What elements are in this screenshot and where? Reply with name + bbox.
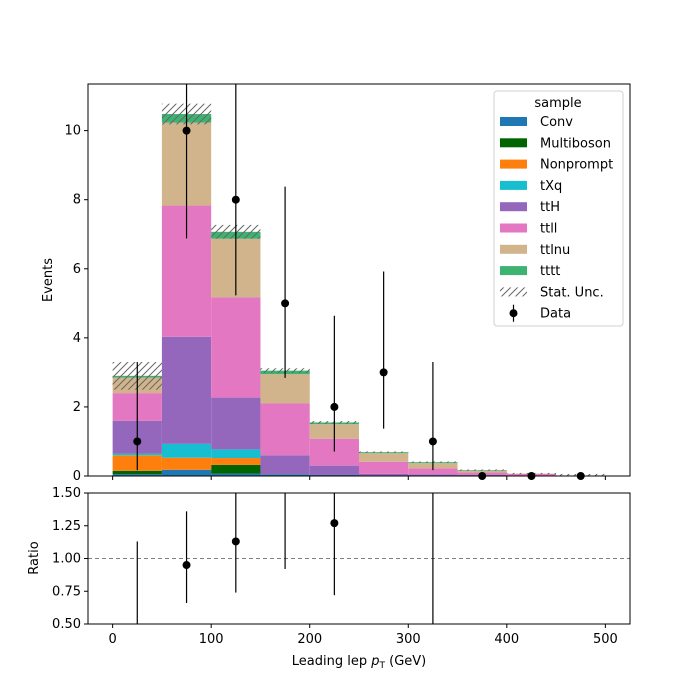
ratio-xtick-label: 0 (108, 632, 116, 647)
bar-ttll-3 (260, 403, 310, 456)
main-ytick-label: 2 (73, 400, 81, 415)
ratio-y-axis-label: Ratio (27, 541, 42, 574)
data-point-5 (379, 368, 388, 377)
legend-label: Multiboson (540, 136, 611, 151)
data-point-0 (133, 437, 142, 446)
ratio-ytick-label: 1.00 (52, 552, 81, 567)
bar-tth-6 (408, 474, 458, 476)
bar-ttll-2 (211, 297, 261, 398)
legend-label: ttlnu (540, 243, 570, 258)
legend-swatch-multiboson (500, 138, 527, 148)
ratio-points (136, 493, 434, 624)
legend-label: Data (540, 307, 571, 322)
stat-unc-5 (359, 451, 409, 453)
ratio-point-2 (231, 537, 240, 546)
bar-conv-2 (211, 473, 261, 476)
main-ytick-label: 4 (73, 331, 81, 346)
legend-title: sample (534, 96, 581, 111)
ratio-xtick-label: 100 (199, 632, 224, 647)
legend-label: Stat. Unc. (540, 285, 604, 300)
legend-swatch-stat-unc (500, 287, 527, 297)
main-y-ticks: 0 2 4 6 8 10 (64, 124, 88, 484)
legend-label: tttt (540, 264, 560, 279)
legend-swatch-tth (500, 202, 527, 212)
data-point-4 (330, 402, 339, 411)
bar-ttll-5 (359, 461, 409, 474)
ratio-plot-background (88, 493, 630, 624)
bar-txq-1 (161, 443, 212, 458)
legend-label: ttll (540, 222, 557, 237)
ratio-ytick-label: 1.25 (52, 519, 81, 534)
legend-swatch-ttll (500, 223, 527, 233)
legend-label: ttH (540, 200, 560, 215)
bar-conv-4 (309, 474, 359, 476)
data-point-2 (231, 195, 240, 204)
legend-label: Conv (540, 115, 573, 130)
ratio-point-1 (182, 561, 191, 570)
main-ytick-label: 8 (73, 193, 81, 208)
bar-tth-1 (161, 336, 212, 444)
main-ytick-label: 10 (64, 124, 81, 139)
data-point-1 (182, 126, 191, 135)
legend-swatch-tttt (500, 266, 527, 276)
bar-txq-2 (211, 449, 261, 459)
data-point-3 (281, 299, 290, 308)
bar-tth-5 (359, 473, 409, 476)
data-points (133, 84, 585, 480)
bar-ttlnu-3 (260, 374, 310, 404)
bar-nonprompt-1 (161, 457, 212, 470)
bar-tth-4 (309, 465, 359, 475)
main-plot-frame (87, 83, 631, 477)
ratio-xtick-label: 300 (396, 632, 421, 647)
bar-tth-2 (211, 397, 261, 450)
main-ytick-label: 0 (73, 469, 81, 484)
legend: sample Conv Multiboson Nonprompt tXq ttH ttll… (493, 90, 624, 327)
legend-swatch-txq (500, 180, 527, 190)
bar-multiboson-0 (112, 470, 162, 475)
legend-swatch-nonprompt (500, 159, 527, 169)
legend-items: Conv Multiboson Nonprompt tXq ttH ttll ttlnu tt… (500, 115, 613, 322)
bar-conv-3 (260, 474, 310, 476)
ratio-xtick-label: 400 (494, 632, 519, 647)
ratio-ytick-label: 1.50 (52, 486, 81, 501)
ratio-xtick-label: 200 (297, 632, 322, 647)
ratio-ytick-label: 0.75 (52, 584, 81, 599)
main-ytick-label: 6 (73, 262, 81, 277)
ratio-y-ticks: 0.50 0.75 1.00 1.25 1.50 (52, 486, 88, 632)
data-point-6 (428, 437, 437, 446)
legend-swatch-ttlnu (500, 244, 527, 254)
legend-label: Nonprompt (540, 158, 613, 173)
ratio-xtick-label: 500 (593, 632, 618, 647)
stat-unc-7 (457, 469, 507, 471)
bar-ttll-6 (408, 468, 458, 475)
bar-tth-3 (260, 455, 310, 475)
bar-ttlnu-5 (359, 453, 409, 462)
x-axis-label: Leading lep pT (GeV) (292, 654, 426, 671)
ratio-panel: 0.50 0.75 1.00 1.25 1.50 0 100 200 300 400 500 Ra… (27, 486, 631, 671)
main-x-ticks (112, 476, 606, 480)
ratio-ytick-label: 0.50 (52, 617, 81, 632)
legend-marker-data (509, 309, 518, 318)
bar-conv-1 (161, 469, 212, 476)
legend-label: tXq (540, 179, 562, 194)
ratio-point-4 (330, 519, 339, 528)
bar-ttlnu-7 (457, 470, 507, 473)
bar-nonprompt-2 (211, 458, 261, 465)
main-y-axis-label: Events (41, 258, 56, 302)
legend-swatch-conv (500, 117, 527, 126)
bar-multiboson-2 (211, 464, 261, 474)
ratio-x-ticks: 0 100 200 300 400 500 (108, 624, 618, 647)
bar-conv-0 (112, 474, 162, 476)
